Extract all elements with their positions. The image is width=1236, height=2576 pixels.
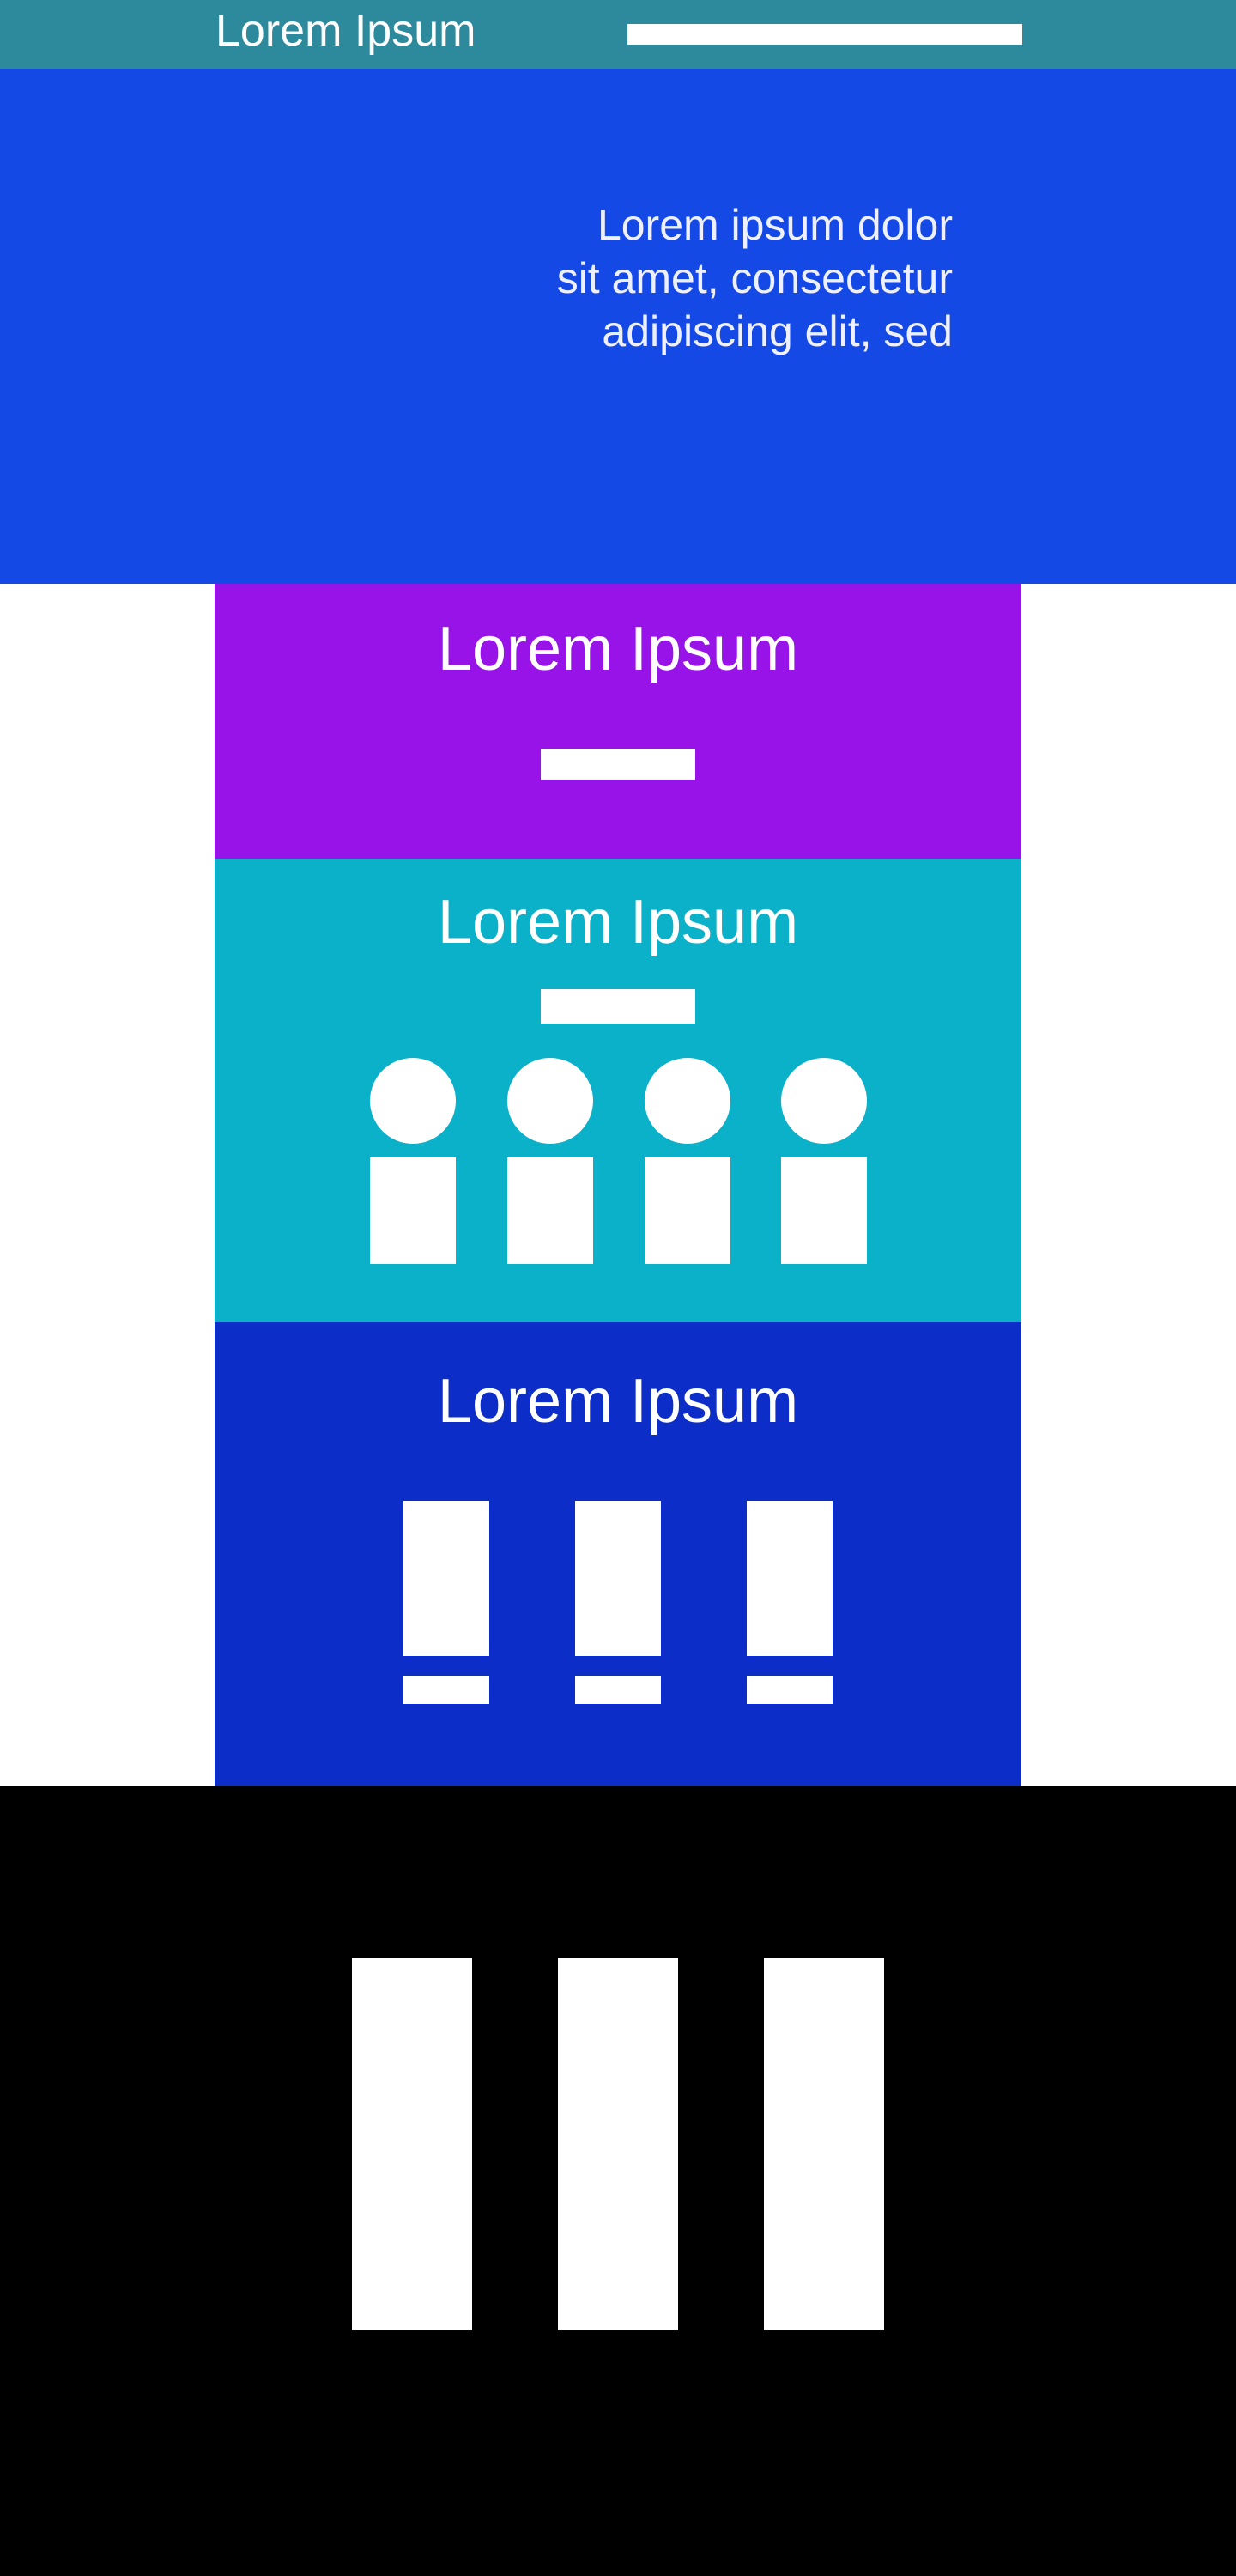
footer-column (764, 1958, 884, 2330)
team-title: Lorem Ipsum (437, 888, 799, 957)
feature-card[interactable] (403, 1501, 489, 1704)
avatar (645, 1058, 730, 1144)
intro-cta-button[interactable] (541, 749, 695, 780)
avatar (507, 1058, 593, 1144)
nav-placeholder-bar[interactable] (627, 24, 1022, 45)
site-footer (0, 1786, 1236, 2576)
site-header: Lorem Ipsum (0, 0, 1236, 69)
team-member-card[interactable] (645, 1058, 730, 1264)
feature-card[interactable] (575, 1501, 661, 1704)
hero-section: Lorem ipsum dolor sit amet, consectetur … (0, 69, 1236, 584)
feature-image (747, 1501, 833, 1656)
feature-caption-bar (575, 1676, 661, 1704)
team-member-card[interactable] (781, 1058, 867, 1264)
avatar (370, 1058, 456, 1144)
feature-caption-bar (747, 1676, 833, 1704)
team-member-details (370, 1157, 456, 1264)
features-title: Lorem Ipsum (437, 1367, 799, 1436)
feature-image (575, 1501, 661, 1656)
intro-title: Lorem Ipsum (437, 615, 799, 683)
team-cta-button[interactable] (541, 989, 695, 1024)
team-member-card[interactable] (507, 1058, 593, 1264)
footer-column (352, 1958, 472, 2330)
feature-caption-bar (403, 1676, 489, 1704)
feature-image (403, 1501, 489, 1656)
features-section: Lorem Ipsum (215, 1322, 1021, 1786)
footer-column (558, 1958, 678, 2330)
hero-text: Lorem ipsum dolor sit amet, consectetur … (556, 201, 953, 355)
team-member-details (507, 1157, 593, 1264)
team-section: Lorem Ipsum (215, 859, 1021, 1322)
team-member-card[interactable] (370, 1058, 456, 1264)
feature-card[interactable] (747, 1501, 833, 1704)
intro-section: Lorem Ipsum (215, 584, 1021, 859)
brand-logo-text[interactable]: Lorem Ipsum (215, 6, 476, 56)
avatar (781, 1058, 867, 1144)
team-member-details (645, 1157, 730, 1264)
team-member-details (781, 1157, 867, 1264)
